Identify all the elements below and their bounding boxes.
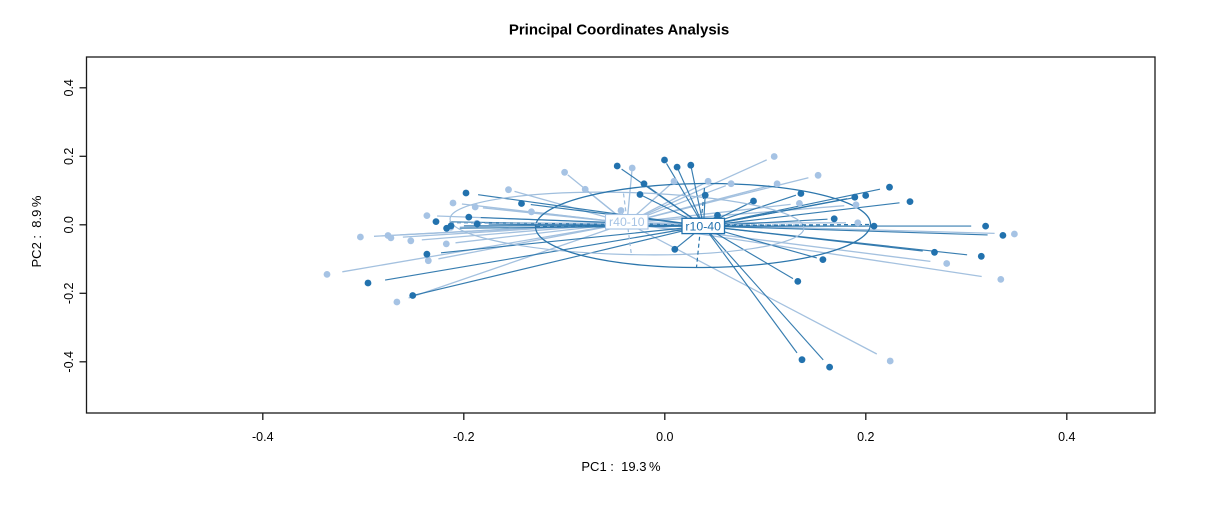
- svg-text:r40-10: r40-10: [609, 215, 645, 229]
- svg-text:PC2 : 8.9 %: PC2 : 8.9 %: [29, 195, 44, 267]
- svg-text:-0.2: -0.2: [453, 430, 475, 444]
- svg-text:0.0: 0.0: [62, 216, 76, 233]
- svg-text:0.4: 0.4: [62, 79, 76, 96]
- svg-text:0.4: 0.4: [1058, 430, 1075, 444]
- svg-text:r10-40: r10-40: [685, 220, 721, 234]
- svg-text:0.0: 0.0: [656, 430, 673, 444]
- svg-text:Principal Coordinates Analysis: Principal Coordinates Analysis: [509, 22, 729, 39]
- svg-text:-0.2: -0.2: [62, 282, 76, 304]
- svg-text:0.2: 0.2: [857, 430, 874, 444]
- svg-text:PC1 : 19.3 %: PC1 : 19.3 %: [581, 459, 661, 474]
- svg-text:-0.4: -0.4: [62, 351, 76, 373]
- svg-text:0.2: 0.2: [62, 148, 76, 165]
- svg-text:-0.4: -0.4: [252, 430, 274, 444]
